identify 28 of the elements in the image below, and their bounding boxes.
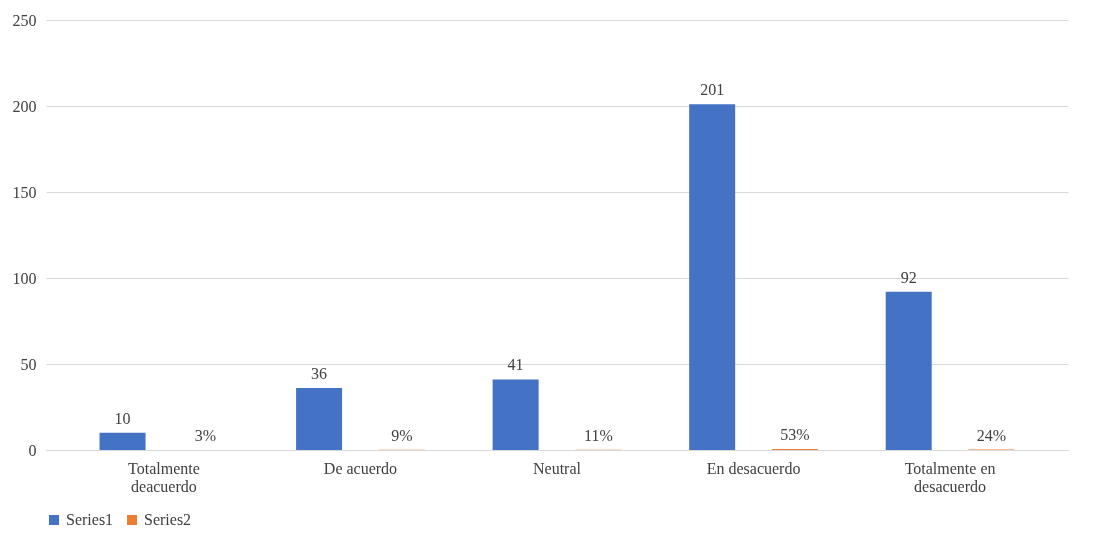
data-label: 53% [780,426,810,444]
y-tick-label: 50 [20,355,37,373]
data-label: 10 [114,409,131,427]
legend-label: Series2 [144,511,192,528]
y-tick-label: 200 [12,97,37,115]
x-tick-label: Totalmente en desacuerdo [904,459,996,495]
bar [99,432,146,450]
x-tick-label: Neutral [533,459,582,477]
y-tick-label: 150 [12,183,37,201]
bar [689,104,736,450]
data-label: 3% [194,426,216,444]
x-tick-label: En desacuerdo [706,459,801,477]
data-label: 41 [507,356,524,374]
data-label: 24% [976,426,1007,444]
data-label: 201 [700,81,725,99]
y-tick-label: 100 [12,269,37,287]
legend-label: Series1 [66,511,114,528]
x-tick-label: De acuerdo [323,459,398,477]
bar [296,388,343,450]
data-label: 92 [900,268,917,286]
y-tick-label: 250 [12,11,37,29]
bar [885,291,932,450]
data-label: 36 [311,365,328,383]
data-label: 11% [584,426,613,444]
data-label: 9% [391,426,413,444]
x-tick-label: Totalmente deacuerdo [128,459,200,495]
y-tick-label: 0 [28,441,37,459]
bar [492,379,539,450]
